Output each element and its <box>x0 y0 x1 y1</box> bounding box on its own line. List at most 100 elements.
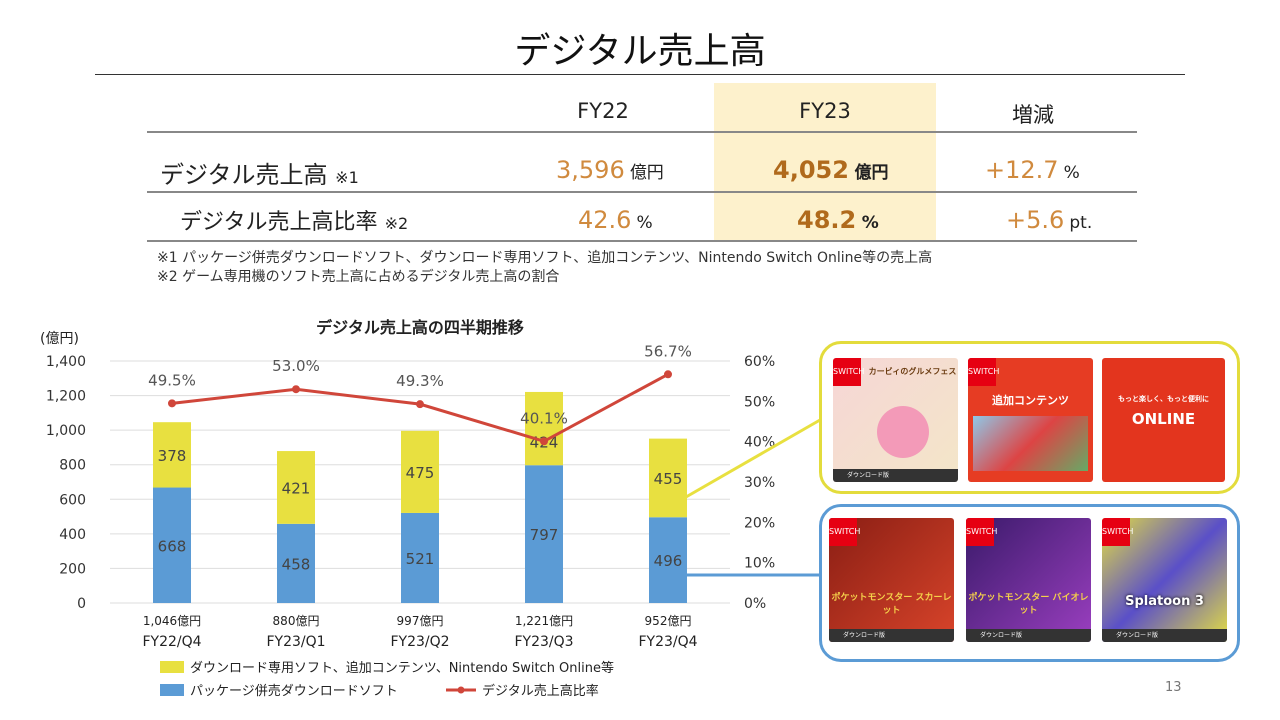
row-ratio-fy23: 48.2 % <box>797 206 879 234</box>
bar-label-package-bundled: 668 <box>158 537 187 555</box>
title-divider <box>95 74 1185 75</box>
bar-download-only <box>401 430 439 513</box>
bar-label-package-bundled: 496 <box>654 552 683 570</box>
product-card-online: もっと楽しく、もっと便利に ONLINE <box>1102 358 1225 482</box>
row-digital-sales-label: デジタル売上高 ※1 <box>160 161 359 189</box>
bar-label-package-bundled: 521 <box>406 550 435 568</box>
ratio-label: 40.1% <box>520 409 568 427</box>
total-label: 880億円 <box>273 614 320 628</box>
product-card-kirby: SWITCH カービィのグルメフェス ダウンロード版 <box>833 358 958 482</box>
y2-tick-label: 0% <box>744 596 766 612</box>
bar-label-download-only: 455 <box>654 470 683 488</box>
table-divider <box>147 191 1137 193</box>
y-axis-unit: (億円) <box>40 331 79 347</box>
download-label: ダウンロード版 <box>966 629 1091 642</box>
x-tick-label: FY23/Q4 <box>638 634 697 650</box>
bar-label-package-bundled: 797 <box>530 526 559 544</box>
y-tick-label: 600 <box>59 492 86 508</box>
product-card-violet: SWITCH ポケットモンスター バイオレット ダウンロード版 <box>966 518 1091 642</box>
legend-package-bundled: パッケージ併売ダウンロードソフト <box>160 680 398 699</box>
ratio-label: 49.5% <box>148 371 196 389</box>
legend-swatch <box>160 660 184 673</box>
bar-package-bundled <box>277 523 315 603</box>
bar-download-only <box>525 391 563 466</box>
download-label: ダウンロード版 <box>833 469 958 482</box>
download-label: ダウンロード版 <box>1102 629 1227 642</box>
legend-download-only: ダウンロード専用ソフト、追加コンテンツ、Nintendo Switch Onli… <box>160 657 614 676</box>
row-digital-sales-fy23: 4,052 億円 <box>773 156 889 184</box>
bar-download-only <box>153 422 191 488</box>
ratio-point <box>540 437 548 446</box>
switch-logo-icon: SWITCH <box>966 518 997 546</box>
header-change: 増減 <box>1012 103 1054 127</box>
download-only-products-panel: SWITCH カービィのグルメフェス ダウンロード版 SWITCH 追加コンテン… <box>819 341 1240 494</box>
bar-label-download-only: 475 <box>406 464 435 482</box>
bar-package-bundled <box>525 465 563 603</box>
product-title: ポケットモンスター バイオレット <box>968 593 1089 616</box>
header-fy22: FY22 <box>577 99 629 123</box>
package-bundled-products-panel: SWITCH ポケットモンスター スカーレット ダウンロード版 SWITCH ポ… <box>819 504 1240 662</box>
mario-kart-art <box>973 416 1088 471</box>
page-number: 13 <box>1165 680 1182 695</box>
y-tick-label: 400 <box>59 527 86 543</box>
y-tick-label: 0 <box>77 596 86 612</box>
legend-swatch <box>160 683 184 696</box>
x-tick-label: FY23/Q1 <box>266 634 325 650</box>
ratio-point <box>416 400 424 409</box>
y-tick-label: 200 <box>59 561 86 577</box>
fy23-highlight <box>714 83 936 240</box>
bar-package-bundled <box>153 487 191 603</box>
product-title: カービィのグルメフェス <box>868 367 957 376</box>
product-title: ポケットモンスター スカーレット <box>831 593 952 616</box>
legend-line-icon <box>446 686 476 693</box>
ratio-point <box>168 399 176 408</box>
ratio-label: 49.3% <box>396 372 444 390</box>
switch-logo-icon: SWITCH <box>968 358 999 386</box>
quarterly-chart: 0 200 400 600 800 1,000 1,200 1,400 0% 10% 20% 30% 4… <box>46 342 775 650</box>
online-tagline: もっと楽しく、もっと便利に <box>1118 395 1209 403</box>
y2-tick-label: 60% <box>744 354 775 370</box>
y2-tick-label: 30% <box>744 475 775 491</box>
switch-logo-icon: SWITCH <box>829 518 860 546</box>
online-logo: ONLINE <box>1131 410 1196 428</box>
row-ratio-change: +5.6 pt. <box>1006 206 1093 234</box>
bar-label-package-bundled: 458 <box>282 555 311 573</box>
bar-download-only <box>277 451 315 524</box>
total-label: 997億円 <box>397 614 444 628</box>
bar-package-bundled <box>401 512 439 603</box>
y2-tick-label: 40% <box>744 435 775 451</box>
switch-logo-icon: SWITCH <box>833 358 864 386</box>
page-title: デジタル売上高 <box>514 31 766 72</box>
footnote-2: ※2 ゲーム専用機のソフト売上高に占めるデジタル売上高の割合 <box>157 269 560 285</box>
x-tick-label: FY23/Q3 <box>514 634 573 650</box>
total-label: 1,046億円 <box>143 614 201 628</box>
chart-title: デジタル売上高の四半期推移 <box>316 318 524 337</box>
table-divider <box>147 131 1137 133</box>
y-tick-label: 1,000 <box>46 423 86 439</box>
y-tick-label: 800 <box>59 458 86 474</box>
product-card-scarlet: SWITCH ポケットモンスター スカーレット ダウンロード版 <box>829 518 954 642</box>
kirby-art <box>877 406 929 458</box>
row-ratio-fy22: 42.6 % <box>578 206 653 234</box>
y2-tick-label: 10% <box>744 556 775 572</box>
footnote-1: ※1 パッケージ併売ダウンロードソフト、ダウンロード専用ソフト、追加コンテンツ、… <box>157 250 933 266</box>
row-digital-sales-change: +12.7 % <box>985 156 1080 184</box>
table-divider <box>147 240 1137 242</box>
bar-download-only <box>649 438 687 518</box>
total-label: 952億円 <box>645 614 692 628</box>
y2-tick-label: 50% <box>744 394 775 410</box>
row-digital-sales-fy22: 3,596 億円 <box>556 156 664 184</box>
product-title: 追加コンテンツ <box>992 394 1069 407</box>
y2-tick-label: 20% <box>744 515 775 531</box>
ratio-point <box>664 370 672 379</box>
download-label: ダウンロード版 <box>829 629 954 642</box>
product-card-splatoon3: SWITCH Splatoon 3 ダウンロード版 <box>1102 518 1227 642</box>
y-tick-label: 1,400 <box>46 354 86 370</box>
ratio-label: 56.7% <box>644 342 692 360</box>
switch-logo-icon: SWITCH <box>1102 518 1133 546</box>
x-tick-label: FY22/Q4 <box>142 634 201 650</box>
product-title: Splatoon 3 <box>1125 594 1204 609</box>
x-tick-label: FY23/Q2 <box>390 634 449 650</box>
product-card-dlc: SWITCH 追加コンテンツ <box>968 358 1093 482</box>
bar-label-download-only: 378 <box>158 447 187 465</box>
